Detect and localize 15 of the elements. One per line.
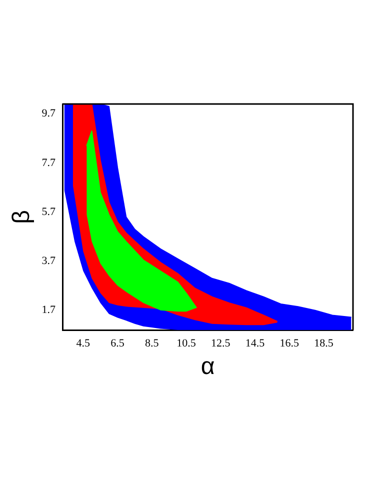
y-axis-title: β bbox=[8, 210, 36, 224]
x-tick-label: 6.5 bbox=[110, 337, 125, 350]
y-tick-label: 1.7 bbox=[42, 304, 56, 316]
x-tick-label: 4.5 bbox=[76, 337, 91, 350]
y-tick-label: 5.7 bbox=[42, 206, 56, 218]
x-tick-label: 8.5 bbox=[145, 337, 160, 350]
x-tick-label: 18.5 bbox=[314, 337, 334, 350]
x-axis-title: α bbox=[200, 353, 215, 380]
y-tick-label: 9.7 bbox=[42, 108, 56, 120]
x-tick-label: 14.5 bbox=[245, 337, 266, 350]
y-tick-label: 7.7 bbox=[42, 156, 56, 169]
y-tick-label: 3.7 bbox=[42, 255, 56, 268]
x-tick-label: 10.5 bbox=[176, 337, 196, 350]
x-tick-label: 12.5 bbox=[211, 337, 231, 350]
x-tick-label: 16.5 bbox=[280, 337, 300, 350]
